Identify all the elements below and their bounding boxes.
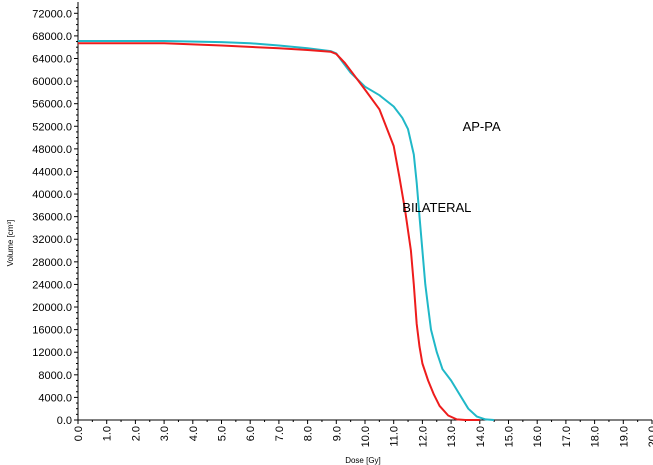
x-tick-label: 6.0 bbox=[245, 426, 257, 441]
x-tick-label: 19.0 bbox=[618, 426, 630, 447]
x-tick-label: 11.0 bbox=[389, 426, 401, 447]
y-tick-label: 12000.0 bbox=[32, 347, 72, 359]
x-tick-label: 17.0 bbox=[561, 426, 573, 447]
y-axis-title: Volume [cm³] bbox=[6, 220, 15, 267]
x-tick-label: 12.0 bbox=[417, 426, 429, 447]
y-tick-label: 40000.0 bbox=[32, 189, 72, 201]
x-tick-label: 14.0 bbox=[475, 426, 487, 447]
series-line-ap-pa bbox=[78, 40, 495, 421]
y-tick-label: 0.0 bbox=[57, 415, 72, 427]
y-tick-label: 8000.0 bbox=[38, 370, 72, 382]
x-tick-label: 10.0 bbox=[360, 426, 372, 447]
y-tick-label: 72000.0 bbox=[32, 8, 72, 20]
y-tick-label: 60000.0 bbox=[32, 76, 72, 88]
annotation-layer: AP-PA BILATERAL bbox=[402, 119, 501, 215]
series-line-bilateral bbox=[78, 42, 480, 421]
x-tick-label: 0.0 bbox=[73, 426, 85, 441]
x-tick-label: 9.0 bbox=[331, 426, 343, 441]
x-tick-label: 5.0 bbox=[217, 426, 229, 441]
x-tick-label: 15.0 bbox=[504, 426, 516, 447]
annotation-label: BILATERAL bbox=[402, 200, 471, 215]
x-ticks: 0.0 1.0 2.0 3.0 4.0 5.0 6.0 7.0 8.0 9.0 10.0 11.0 12… bbox=[73, 420, 653, 447]
x-tick-label: 7.0 bbox=[274, 426, 286, 441]
y-tick-label: 68000.0 bbox=[32, 31, 72, 43]
y-tick-label: 52000.0 bbox=[32, 121, 72, 133]
y-tick-label: 56000.0 bbox=[32, 99, 72, 111]
y-tick-label: 4000.0 bbox=[38, 392, 72, 404]
x-tick-label: 20.0 bbox=[647, 426, 653, 447]
y-tick-label: 16000.0 bbox=[32, 325, 72, 337]
annotation-label: AP-PA bbox=[463, 119, 501, 134]
x-tick-label: 2.0 bbox=[130, 426, 142, 441]
y-tick-label: 20000.0 bbox=[32, 302, 72, 314]
y-tick-label: 44000.0 bbox=[32, 166, 72, 178]
x-tick-label: 16.0 bbox=[532, 426, 544, 447]
y-tick-label: 64000.0 bbox=[32, 53, 72, 65]
x-axis-title: Dose [Gy] bbox=[345, 456, 381, 465]
series-layer bbox=[78, 40, 495, 421]
x-tick-label: 1.0 bbox=[102, 426, 114, 441]
x-tick-label: 13.0 bbox=[446, 426, 458, 447]
y-tick-label: 48000.0 bbox=[32, 144, 72, 156]
x-tick-label: 3.0 bbox=[159, 426, 171, 441]
y-tick-label: 32000.0 bbox=[32, 234, 72, 246]
y-ticks: 0.0 4000.0 8000.0 12000.0 16000.0 20000.0 2400… bbox=[32, 7, 78, 427]
y-tick-label: 28000.0 bbox=[32, 257, 72, 269]
x-tick-label: 18.0 bbox=[590, 426, 602, 447]
y-tick-label: 24000.0 bbox=[32, 279, 72, 291]
y-tick-label: 36000.0 bbox=[32, 212, 72, 224]
x-tick-label: 4.0 bbox=[188, 426, 200, 441]
x-tick-label: 8.0 bbox=[303, 426, 315, 441]
